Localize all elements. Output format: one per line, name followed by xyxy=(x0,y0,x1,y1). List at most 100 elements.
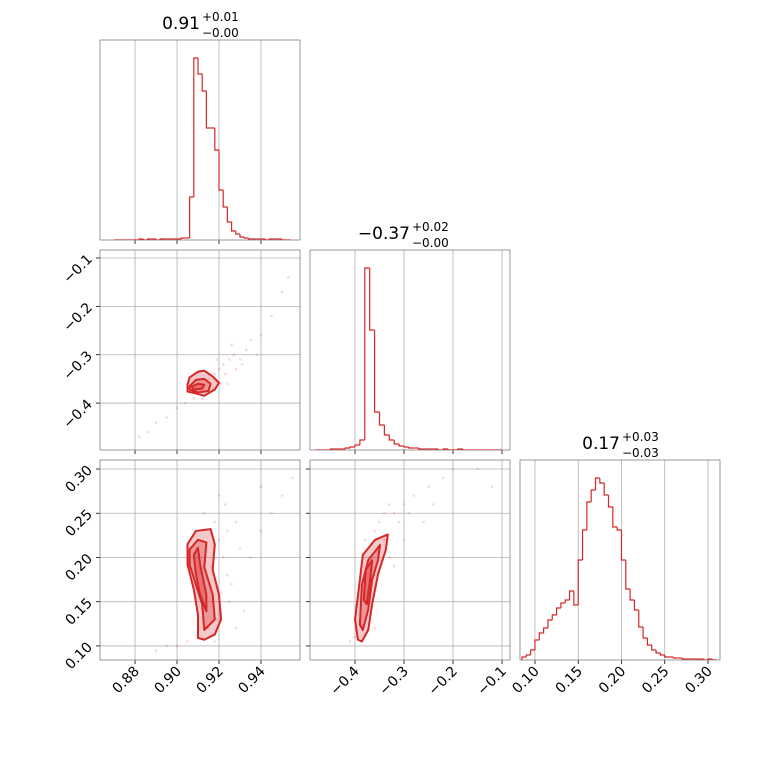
histogram-bin xyxy=(651,645,657,651)
histogram-bin xyxy=(620,530,626,561)
histogram-bin xyxy=(590,489,596,502)
scatter-point xyxy=(192,396,196,400)
scatter-point xyxy=(397,520,401,524)
scatter-point xyxy=(219,591,223,595)
scatter-point xyxy=(213,372,217,376)
scatter-point xyxy=(402,538,406,542)
scatter-point xyxy=(249,556,252,559)
scatter-point xyxy=(207,377,210,381)
scatter-point xyxy=(226,382,229,386)
panel-title: −0.37 xyxy=(358,224,410,244)
histogram-bin xyxy=(659,653,665,656)
histogram-bin xyxy=(408,447,414,449)
histogram-bin xyxy=(594,477,600,490)
histogram-bin xyxy=(616,527,622,531)
plot-area xyxy=(521,477,717,660)
scatter-point xyxy=(280,290,284,294)
scatter-point xyxy=(392,565,396,568)
scatter-point xyxy=(427,485,430,489)
histogram-bin xyxy=(607,495,613,508)
density-contour xyxy=(190,382,206,391)
scatter-point xyxy=(259,334,263,337)
scatter-point xyxy=(217,538,221,542)
scatter-point xyxy=(412,494,416,497)
histogram-bin xyxy=(707,658,713,660)
title-lower-error: −0.00 xyxy=(412,236,449,250)
histogram-bin xyxy=(681,658,687,660)
histogram-bin xyxy=(147,238,152,240)
scatter-point xyxy=(270,511,273,515)
scatter-point xyxy=(226,529,229,533)
scatter-point xyxy=(373,626,376,630)
density-contour xyxy=(362,559,374,606)
histogram-bin xyxy=(393,440,400,445)
scatter-point xyxy=(213,640,217,643)
scatter-point xyxy=(383,511,386,515)
scatter-point xyxy=(234,367,238,371)
title-lower-error: −0.03 xyxy=(622,446,659,460)
histogram-bin xyxy=(577,559,583,605)
scatter-point xyxy=(242,609,246,612)
scatter-point xyxy=(221,556,225,559)
scatter-point xyxy=(441,476,445,480)
scatter-point xyxy=(184,401,187,405)
scatter-point xyxy=(259,529,263,533)
title-lower-error: −0.00 xyxy=(202,26,239,40)
scatter-point xyxy=(186,640,189,643)
scatter-point xyxy=(378,520,381,524)
scatter-point xyxy=(476,467,479,471)
histogram-bin xyxy=(142,239,148,240)
plot-area xyxy=(348,467,494,643)
histogram-bin xyxy=(564,599,570,603)
scatter-point xyxy=(244,348,248,352)
histogram-bin xyxy=(403,446,409,448)
histogram-bin xyxy=(388,435,395,441)
histogram-bin xyxy=(525,654,531,657)
plot-area xyxy=(154,476,294,652)
scatter-point xyxy=(270,314,273,318)
histogram-bin xyxy=(222,190,228,208)
histogram-bin xyxy=(138,238,144,240)
scatter-point xyxy=(219,382,223,386)
scatter-point xyxy=(432,503,435,506)
histogram-bin xyxy=(437,449,444,450)
scatter-point xyxy=(451,467,455,471)
scatter-point xyxy=(373,529,376,533)
histogram-bin xyxy=(711,659,717,660)
scatter-point xyxy=(387,503,391,506)
histogram-bin xyxy=(344,447,351,449)
plot-area xyxy=(114,57,291,240)
scatter-point xyxy=(228,358,231,361)
histogram-bin xyxy=(205,91,211,129)
scatter-point xyxy=(175,644,179,648)
histogram-bin xyxy=(642,627,648,639)
histogram-bin xyxy=(568,590,574,600)
histogram-bin xyxy=(155,239,161,240)
histogram-bin xyxy=(197,58,203,75)
histogram-bin xyxy=(581,529,587,560)
histogram-bin xyxy=(638,610,644,628)
panel-title: 0.91 xyxy=(162,14,200,34)
histogram-bin xyxy=(230,222,236,232)
scatter-point xyxy=(238,547,242,550)
scatter-point xyxy=(240,363,244,366)
histogram-bin xyxy=(534,639,540,650)
histogram-bin xyxy=(703,659,708,660)
histogram-bin xyxy=(457,448,463,450)
scatter-point xyxy=(175,406,179,410)
scatter-point xyxy=(249,338,252,342)
histogram-bin xyxy=(180,237,186,239)
histogram-bin xyxy=(264,239,270,240)
scatter-point xyxy=(234,520,238,524)
histogram-bin xyxy=(281,239,287,240)
histogram-bin xyxy=(586,501,592,530)
scatter-point xyxy=(490,485,494,489)
scatter-point xyxy=(154,649,158,652)
scatter-point xyxy=(209,565,212,568)
scatter-point xyxy=(259,485,263,489)
scatter-point xyxy=(165,644,168,648)
scatter-point xyxy=(223,372,227,376)
histogram-bin xyxy=(354,444,360,447)
